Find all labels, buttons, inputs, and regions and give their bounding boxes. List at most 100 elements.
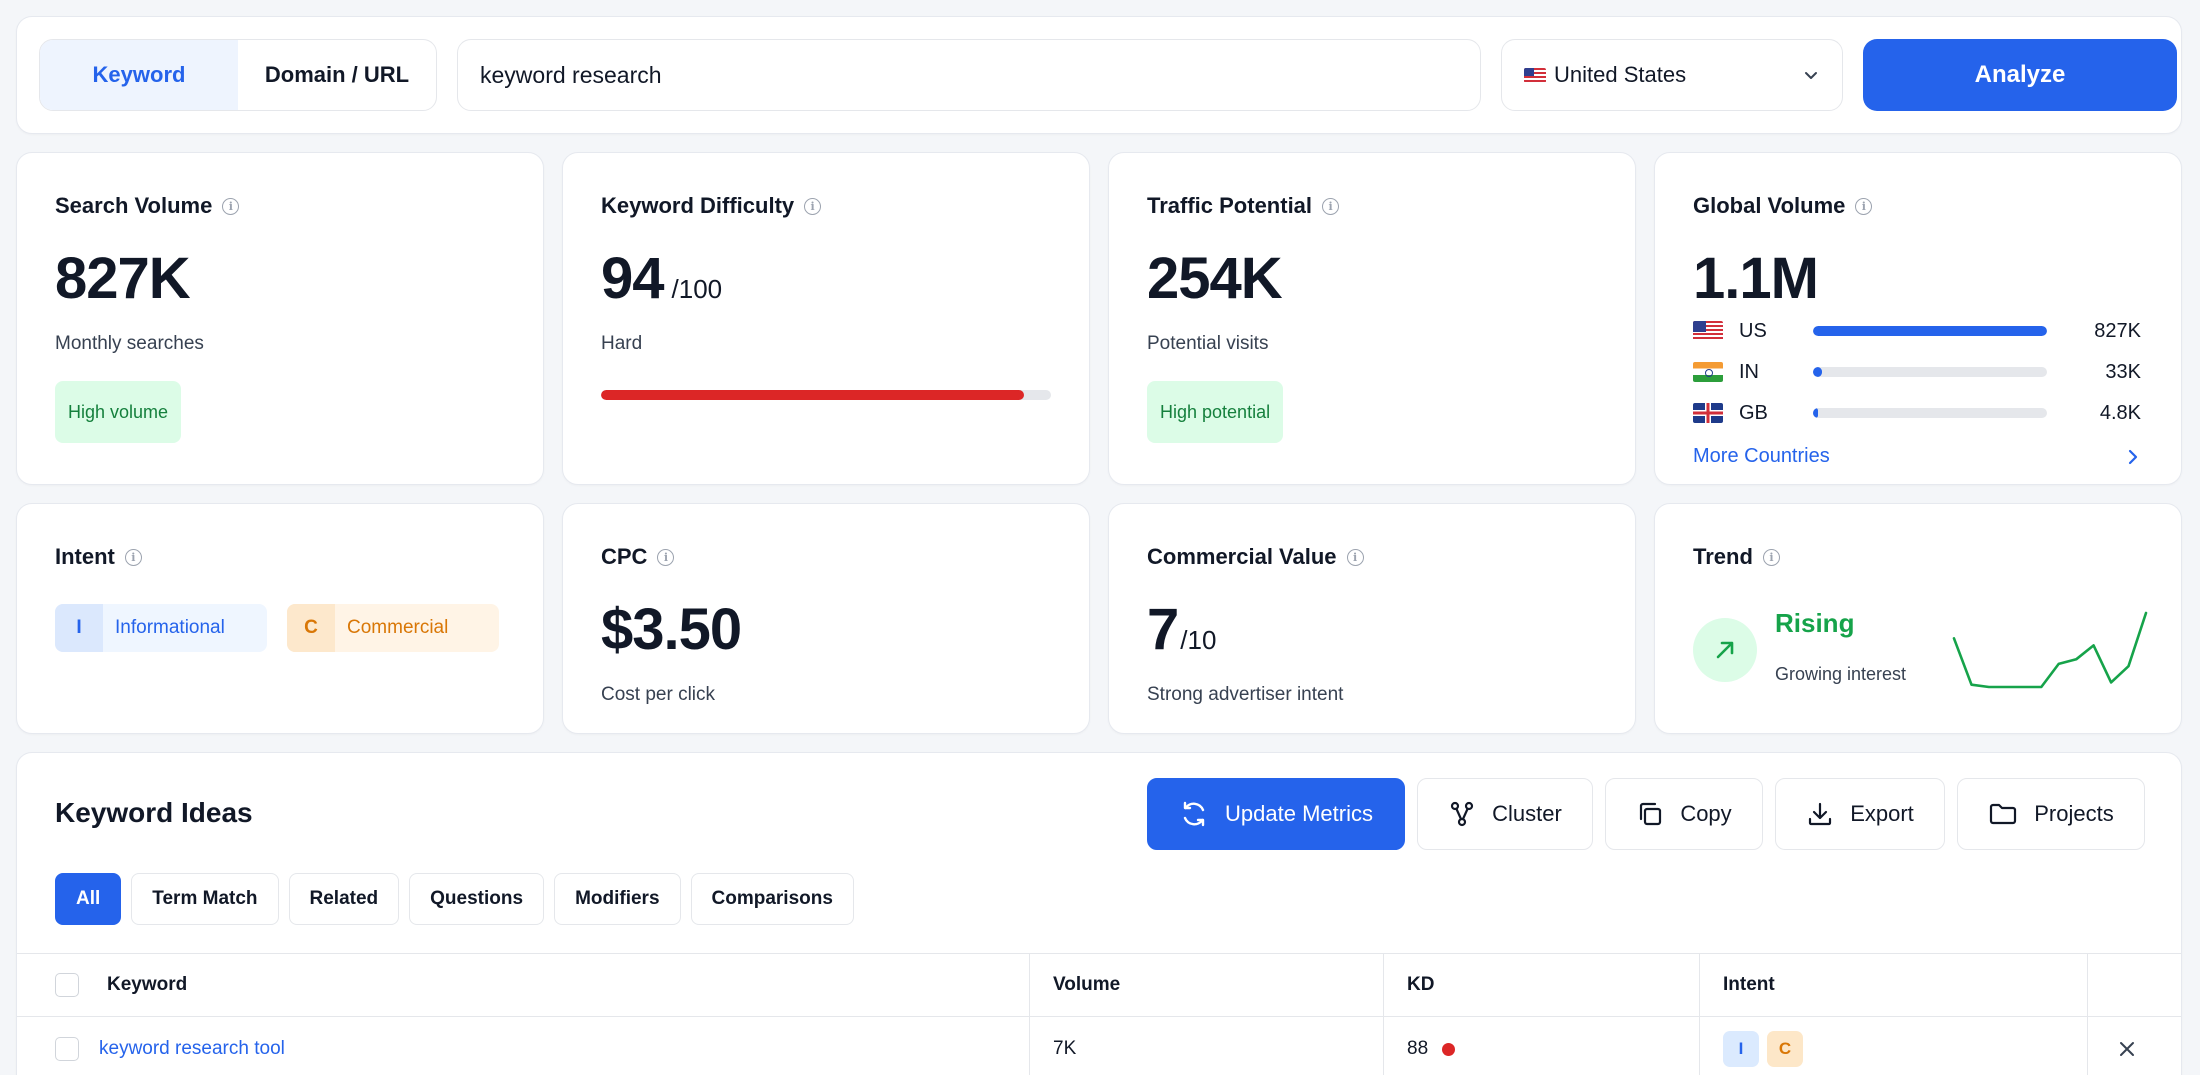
info-icon[interactable]: i <box>1322 197 1340 215</box>
trend-card: Trend i Rising Growing interest <box>1654 503 2182 734</box>
cpc-label-row: CPC i <box>601 544 675 570</box>
info-icon[interactable]: i <box>657 548 675 566</box>
intent-name: Commercial <box>347 617 449 638</box>
search-volume-label-row: Search Volume i <box>55 193 240 219</box>
chevron-down-icon <box>1805 72 1817 79</box>
column-header-keyword[interactable]: Keyword <box>107 974 188 995</box>
search-volume-label: Search Volume <box>55 193 213 218</box>
keyword-link[interactable]: keyword research tool <box>99 1038 285 1059</box>
remove-row-cell <box>2117 1017 2137 1075</box>
search-mode-toggle: Keyword Domain / URL <box>39 39 437 111</box>
column-divider <box>1029 953 1030 1075</box>
column-header-intent[interactable]: Intent <box>1723 974 1775 995</box>
copy-button[interactable]: Copy <box>1605 778 1763 850</box>
select-all-cell <box>55 954 79 1016</box>
chevron-right-icon <box>2128 449 2138 464</box>
filter-questions[interactable]: Questions <box>409 873 545 925</box>
export-label: Export <box>1850 801 1914 826</box>
refresh-icon <box>1183 801 1205 827</box>
filter-all[interactable]: All <box>55 873 122 925</box>
keyword-difficulty-sub: Hard <box>601 333 643 354</box>
keyword-search-input[interactable] <box>457 39 1481 111</box>
cpc-card: CPC i $3.50 Cost per click <box>562 503 1090 734</box>
kd-value: 88 <box>1407 1038 1429 1059</box>
projects-label: Projects <box>2034 801 2114 826</box>
trend-sub: Growing interest <box>1775 664 1907 684</box>
keyword-ideas-title: Keyword Ideas <box>55 797 253 828</box>
difficulty-bar-fill <box>601 390 1024 400</box>
country-code: US <box>1739 319 1767 342</box>
country-volume-bar-fill <box>1813 367 1823 377</box>
country-code: IN <box>1739 360 1759 383</box>
keyword-filter-tabs: All Term Match Related Questions Modifie… <box>55 873 854 925</box>
close-icon[interactable] <box>2117 1039 2137 1059</box>
export-button[interactable]: Export <box>1775 778 1945 850</box>
cluster-button[interactable]: Cluster <box>1417 778 1593 850</box>
cluster-icon <box>1451 801 1474 827</box>
intent-tag-informational[interactable]: I Informational <box>55 604 267 652</box>
intent-badge-informational: I <box>1723 1031 1759 1067</box>
more-countries-link[interactable]: More Countries <box>1693 445 2141 468</box>
projects-button[interactable]: Projects <box>1957 778 2145 850</box>
country-select-value: United States <box>1554 62 1687 87</box>
column-divider <box>1699 953 1700 1075</box>
commercial-value-row: 7/10 <box>1147 596 1216 663</box>
cluster-label: Cluster <box>1492 801 1562 826</box>
intent-tag-commercial[interactable]: C Commercial <box>287 604 499 652</box>
search-volume-card: Search Volume i 827K Monthly searches Hig… <box>16 152 544 485</box>
cpc-label: CPC <box>601 544 648 569</box>
country-code: GB <box>1739 401 1768 424</box>
country-volume: 33K <box>2105 360 2141 383</box>
filter-modifiers[interactable]: Modifiers <box>554 873 681 925</box>
info-icon[interactable]: i <box>804 197 822 215</box>
filter-related[interactable]: Related <box>288 873 400 925</box>
info-icon[interactable]: i <box>222 197 240 215</box>
info-icon[interactable]: i <box>124 548 142 566</box>
intent-label-row: Intent i <box>55 544 142 570</box>
column-header-volume[interactable]: Volume <box>1053 974 1121 995</box>
update-metrics-button[interactable]: Update Metrics <box>1147 778 1405 850</box>
country-select[interactable]: United States <box>1501 39 1843 111</box>
keyword-difficulty-value-row: 94/100 <box>601 245 722 312</box>
us-flag-icon <box>1693 321 1723 341</box>
us-flag-icon <box>1524 67 1546 83</box>
filter-term-match[interactable]: Term Match <box>131 873 279 925</box>
global-volume-value: 1.1M <box>1693 246 1819 311</box>
search-volume-value: 827K <box>55 246 191 311</box>
volume-cell: 7K <box>1053 1038 1077 1059</box>
country-volume-bar-fill <box>1813 326 2047 336</box>
table-row: keyword research tool 7K 88 I C <box>17 1017 2181 1075</box>
row-select-cell <box>55 1017 79 1075</box>
country-row-us: US 827K <box>1693 316 2141 346</box>
gb-flag-icon <box>1693 403 1723 423</box>
info-icon[interactable]: i <box>1855 197 1873 215</box>
intent-card: Intent i I Informational C Commercial <box>16 503 544 734</box>
intent-badge-commercial: C <box>1767 1031 1803 1067</box>
analyze-button[interactable]: Analyze <box>1863 39 2177 111</box>
commercial-value-label-row: Commercial Value i <box>1147 544 1364 570</box>
select-all-checkbox[interactable] <box>55 973 79 997</box>
keyword-difficulty-label-row: Keyword Difficulty i <box>601 193 822 219</box>
country-row-gb: GB 4.8K <box>1693 398 2141 428</box>
copy-label: Copy <box>1680 801 1732 826</box>
country-volume: 4.8K <box>2099 401 2141 424</box>
filter-comparisons[interactable]: Comparisons <box>690 873 854 925</box>
row-checkbox[interactable] <box>55 1037 79 1061</box>
intent-letter: I <box>55 604 103 652</box>
traffic-potential-label: Traffic Potential <box>1147 193 1313 218</box>
commercial-value-max: /10 <box>1180 625 1217 655</box>
keyword-difficulty-value: 94 <box>601 246 665 311</box>
table-header: Keyword Volume KD Intent <box>17 953 2181 1017</box>
trend-sparkline-line <box>1952 611 2148 689</box>
column-header-kd[interactable]: KD <box>1407 974 1435 995</box>
mode-domain-button[interactable]: Domain / URL <box>264 62 410 87</box>
info-icon[interactable]: i <box>1346 548 1364 566</box>
info-icon[interactable]: i <box>1762 548 1780 566</box>
traffic-potential-card: Traffic Potential i 254K Potential visits… <box>1108 152 1636 485</box>
commercial-value-label: Commercial Value <box>1147 544 1337 569</box>
in-flag-icon <box>1693 362 1723 382</box>
country-volume-bar <box>1813 367 2047 377</box>
mode-keyword-button[interactable]: Keyword <box>40 40 238 110</box>
keyword-cell: keyword research tool <box>99 1017 285 1075</box>
update-metrics-label: Update Metrics <box>1225 801 1373 826</box>
